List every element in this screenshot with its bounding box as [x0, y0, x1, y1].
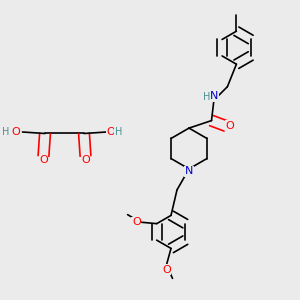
Text: O: O [11, 127, 20, 137]
Text: H: H [203, 92, 210, 102]
Text: H: H [2, 127, 10, 137]
Text: O: O [106, 127, 115, 137]
Text: H: H [115, 127, 122, 137]
Text: O: O [225, 121, 234, 131]
Text: O: O [39, 154, 48, 165]
Text: O: O [132, 217, 141, 227]
Text: N: N [185, 166, 193, 176]
Text: O: O [81, 154, 90, 165]
Text: N: N [210, 91, 219, 101]
Text: O: O [162, 265, 171, 275]
